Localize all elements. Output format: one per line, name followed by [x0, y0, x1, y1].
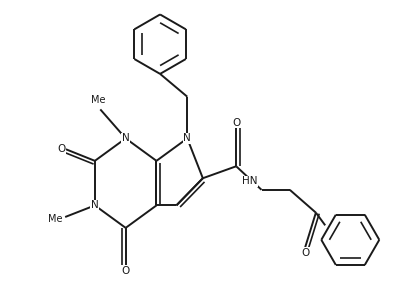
Text: Me: Me: [48, 214, 62, 224]
Text: N: N: [91, 201, 99, 210]
Text: O: O: [232, 118, 240, 128]
Text: Me: Me: [91, 95, 106, 105]
Text: HN: HN: [242, 176, 258, 186]
Text: O: O: [301, 248, 309, 258]
Text: O: O: [58, 144, 66, 154]
Text: N: N: [184, 133, 191, 143]
Text: N: N: [122, 133, 130, 143]
Text: O: O: [122, 266, 130, 276]
